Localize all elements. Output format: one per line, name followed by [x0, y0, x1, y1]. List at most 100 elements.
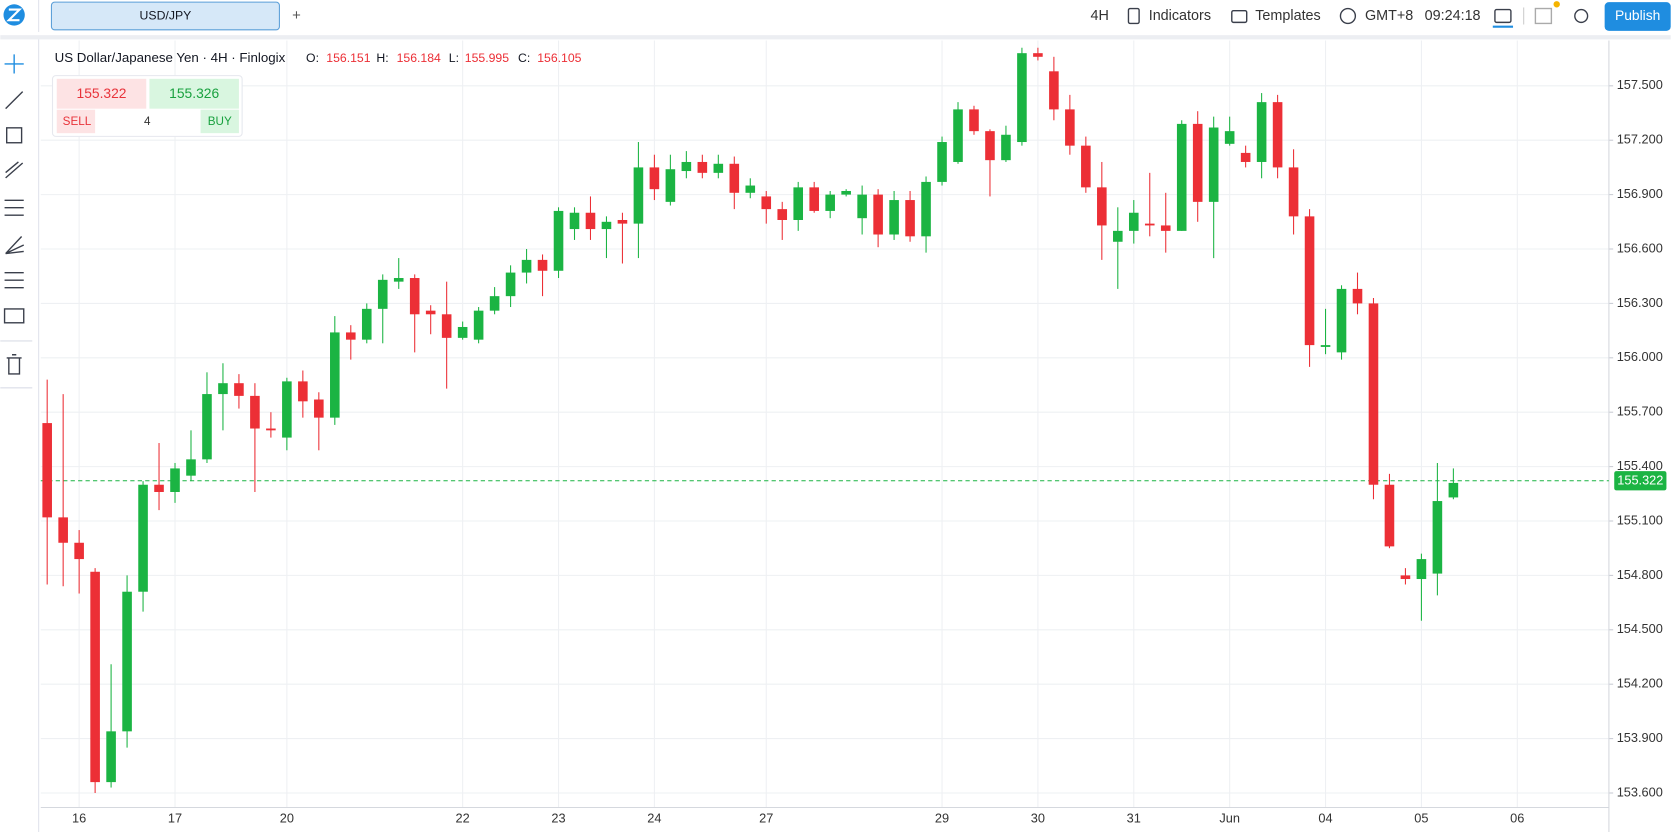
candle-body: [282, 381, 292, 438]
buy-price: 155.326: [169, 85, 219, 101]
candle-body: [377, 279, 388, 309]
candle-body: [521, 259, 532, 273]
candle-body: [42, 423, 52, 518]
timeframe[interactable]: 4H: [1090, 8, 1108, 24]
crosshair-tool[interactable]: [4, 54, 24, 74]
x-tick-label: 27: [759, 811, 773, 826]
candle-body: [1256, 102, 1267, 162]
grid-icon[interactable]: [1534, 7, 1553, 25]
sell-box[interactable]: [56, 78, 147, 109]
candle-body: [425, 310, 436, 315]
candle-body: [1448, 482, 1459, 498]
candle-body: [170, 468, 180, 492]
candle-body: [1336, 288, 1347, 353]
fan-tool[interactable]: [5, 236, 25, 255]
symbol-tab[interactable]: [50, 1, 280, 31]
delete-tool[interactable]: [6, 354, 22, 375]
candle-body: [298, 381, 308, 402]
sell-button[interactable]: [56, 109, 96, 134]
top-divider: [0, 35, 1671, 40]
indicators-icon: [1127, 7, 1140, 25]
candle-body: [266, 428, 276, 431]
candle-body: [314, 399, 324, 418]
sell-price: 155.322: [77, 85, 127, 101]
x-tick-label: 30: [1031, 811, 1045, 826]
candle-body: [633, 167, 644, 224]
candle-body: [825, 194, 835, 211]
candle-body: [441, 314, 452, 338]
add-tab[interactable]: +: [292, 8, 301, 24]
candle-body: [873, 194, 883, 235]
candle-body: [1416, 559, 1427, 580]
y-tick-label: 154.500: [1617, 621, 1663, 636]
line-tool[interactable]: [5, 91, 24, 110]
candle-body: [841, 190, 851, 195]
rect-tool[interactable]: [6, 127, 23, 144]
candle-body: [969, 109, 979, 132]
layout-icon[interactable]: [1494, 8, 1512, 24]
candle-body: [202, 394, 212, 460]
candle-body: [138, 484, 148, 592]
x-tick-label: 20: [280, 811, 294, 826]
candle-body: [1128, 212, 1139, 231]
ohlc-label: O:: [306, 51, 319, 65]
settings-icon[interactable]: [1574, 8, 1589, 24]
candle-body: [1240, 152, 1251, 162]
candle-body: [106, 731, 116, 783]
buy-box[interactable]: [149, 78, 239, 109]
y-tick-label: 157.200: [1617, 132, 1663, 147]
y-tick-label: 156.300: [1617, 295, 1663, 310]
candle-body: [218, 383, 228, 395]
candle-body: [953, 109, 963, 162]
candle-body: [905, 200, 915, 237]
last-price-tag: [1614, 471, 1667, 491]
candle-body: [361, 308, 372, 340]
badge: [1553, 1, 1560, 8]
buy-button[interactable]: [200, 109, 239, 134]
candle-body: [697, 161, 708, 173]
candle-body: [809, 187, 819, 211]
ohlc-value: 155.995: [465, 51, 509, 65]
candle-body: [1384, 484, 1395, 547]
candle-body: [1144, 223, 1155, 226]
fib-tool[interactable]: [4, 199, 24, 216]
globe-icon: [1339, 7, 1357, 25]
candle-body: [330, 332, 340, 418]
channel-tool[interactable]: [5, 161, 24, 179]
candle-body: [58, 517, 68, 543]
symbol-tab-label: USD/JPY: [140, 9, 192, 23]
indicators-button[interactable]: Indicators: [1149, 8, 1211, 24]
text-tool[interactable]: [3, 308, 25, 324]
x-tick-label: 24: [647, 811, 661, 826]
pattern-tool[interactable]: [4, 272, 24, 289]
templates-button[interactable]: Templates: [1255, 8, 1321, 24]
candle-body: [713, 163, 724, 173]
ohlc-legend: O: 156.151 H: 156.184 L: 155.995 C: 156.105: [306, 51, 582, 65]
candle-body: [1113, 230, 1123, 242]
ohlc-value: 156.105: [537, 51, 581, 65]
candle-body: [761, 196, 772, 210]
quantity[interactable]: 4: [144, 115, 151, 128]
candle-body: [154, 484, 164, 492]
candle-body: [1065, 109, 1075, 146]
candle-body: [90, 571, 100, 783]
x-tick-label: 16: [72, 811, 86, 826]
logo-mark: [6, 8, 23, 22]
x-tick-label: 05: [1414, 811, 1428, 826]
candle-body: [617, 219, 628, 224]
candle-body: [681, 161, 692, 172]
candle-body: [729, 163, 740, 193]
candle-body: [569, 212, 580, 230]
x-tick-label: 31: [1127, 811, 1141, 826]
candle-body: [473, 310, 484, 340]
candle-body: [393, 278, 404, 282]
publish-button[interactable]: [1604, 2, 1671, 31]
candle-body: [122, 591, 132, 732]
candle-body: [745, 185, 756, 193]
candle-body: [1081, 145, 1091, 188]
candle-body: [250, 395, 260, 429]
timezone-button[interactable]: GMT+8: [1365, 8, 1413, 24]
candle-body: [889, 200, 899, 235]
